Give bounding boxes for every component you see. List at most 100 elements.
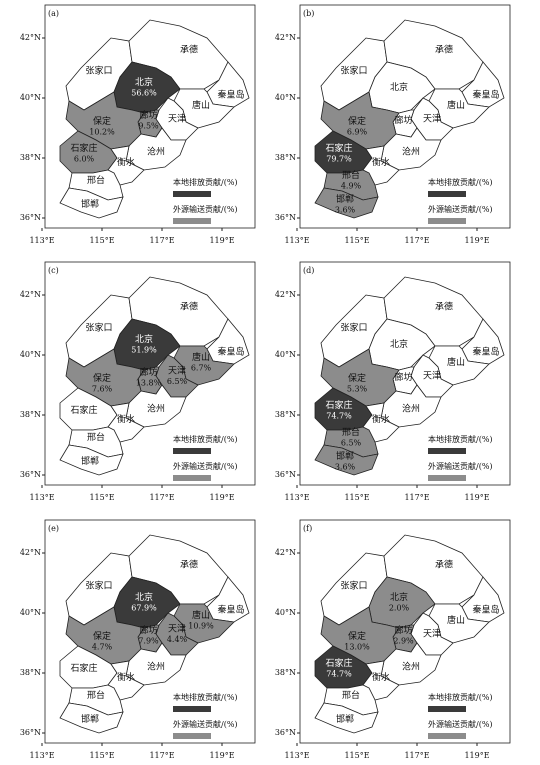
legend-swatch: [173, 218, 211, 224]
city-name: 邢台: [342, 169, 360, 181]
lon-tick-label: 119°E: [464, 493, 489, 502]
panel-label: (a): [48, 9, 59, 18]
city-name: 保定: [348, 630, 366, 642]
city-name: 沧州: [402, 146, 420, 158]
lon-tick-label: 119°E: [209, 493, 234, 502]
panel-label: (d): [303, 266, 314, 275]
lon-tick-label: 115°E: [89, 493, 114, 502]
city-name: 廊坊: [139, 624, 157, 636]
city-name: 邢台: [87, 689, 105, 701]
lat-tick-label: 40°N: [275, 608, 296, 617]
city-name: 衡水: [117, 671, 135, 683]
legend-swatch: [428, 475, 466, 481]
city-name: 廊坊: [394, 371, 412, 383]
contribution-label: 13.8%: [136, 379, 162, 388]
region: [59, 187, 124, 219]
city-name: 天津: [168, 114, 186, 125]
lat-tick-label: 36°N: [20, 728, 41, 737]
lon-tick-label: 119°E: [209, 236, 234, 245]
panel-label: (c): [48, 266, 59, 275]
legend-label: 本地排放贡献/(%): [173, 434, 238, 444]
contribution-label: 74.7%: [326, 670, 352, 679]
lat-tick-label: 38°N: [275, 668, 296, 677]
lon-tick-label: 119°E: [464, 236, 489, 245]
city-name: 天津: [423, 114, 441, 125]
lon-tick-label: 115°E: [344, 751, 369, 760]
lat-tick-label: 42°N: [275, 548, 296, 557]
city-name: 张家口: [85, 322, 112, 334]
city-name: 秦皇岛: [217, 89, 244, 101]
lat-tick-label: 36°N: [20, 213, 41, 222]
lon-tick-label: 113°E: [284, 493, 309, 502]
contribution-label: 51.9%: [131, 346, 157, 355]
city-name: 保定: [348, 115, 366, 127]
lat-tick-label: 38°N: [20, 153, 41, 162]
contribution-label: 9.5%: [138, 122, 159, 131]
lat-tick-label: 38°N: [275, 410, 296, 419]
city-name: 廊坊: [394, 624, 412, 636]
city-name: 邢台: [87, 174, 105, 186]
contribution-label: 2.0%: [389, 604, 410, 613]
city-name: 北京: [390, 338, 408, 350]
city-name: 衡水: [372, 156, 390, 168]
city-name: 唐山: [192, 351, 210, 363]
city-name: 廊坊: [139, 109, 157, 121]
lat-tick-label: 38°N: [20, 668, 41, 677]
city-name: 北京: [135, 76, 153, 88]
city-name: 石家庄: [70, 662, 97, 674]
lon-tick-label: 113°E: [284, 236, 309, 245]
legend-swatch: [173, 733, 211, 739]
city-name: 邯郸: [81, 455, 99, 467]
lon-tick-label: 115°E: [344, 493, 369, 502]
lat-tick-label: 38°N: [275, 153, 296, 162]
city-name: 秦皇岛: [472, 346, 499, 358]
legend-label: 外源输送贡献/(%): [428, 719, 493, 729]
city-name: 张家口: [340, 580, 367, 592]
lon-tick-label: 115°E: [89, 236, 114, 245]
city-name: 天津: [168, 366, 186, 377]
city-name: 秦皇岛: [472, 604, 499, 616]
legend-label: 外源输送贡献/(%): [428, 204, 493, 214]
legend-swatch: [173, 475, 211, 481]
city-name: 沧州: [402, 661, 420, 673]
city-name: 廊坊: [394, 114, 412, 126]
lon-tick-label: 119°E: [464, 751, 489, 760]
city-name: 承德: [435, 559, 453, 571]
city-name: 张家口: [85, 65, 112, 77]
contribution-label: 74.7%: [326, 412, 352, 421]
contribution-label: 79.7%: [326, 155, 352, 164]
contribution-label: 2.9%: [393, 637, 414, 646]
city-name: 衡水: [117, 413, 135, 425]
panel-label: (e): [48, 524, 59, 533]
lon-tick-label: 113°E: [29, 493, 54, 502]
city-name: 唐山: [447, 614, 465, 626]
city-name: 邯郸: [336, 193, 354, 205]
legend-swatch: [428, 218, 466, 224]
city-name: 衡水: [372, 671, 390, 683]
contribution-label: 7.6%: [92, 385, 113, 394]
region: [59, 702, 124, 734]
lat-tick-label: 36°N: [275, 728, 296, 737]
lat-tick-label: 40°N: [20, 608, 41, 617]
city-name: 天津: [168, 624, 186, 635]
city-name: 承德: [180, 559, 198, 571]
city-name: 邢台: [342, 689, 360, 701]
city-name: 沧州: [147, 146, 165, 158]
legend-swatch: [428, 448, 466, 454]
lat-tick-label: 42°N: [275, 33, 296, 42]
lon-tick-label: 115°E: [89, 751, 114, 760]
contribution-label: 6.0%: [74, 155, 95, 164]
city-name: 石家庄: [70, 142, 97, 154]
city-name: 天津: [423, 371, 441, 382]
city-name: 北京: [135, 591, 153, 603]
contribution-label: 6.7%: [191, 364, 212, 373]
legend-label: 本地排放贡献/(%): [428, 434, 493, 444]
contribution-label: 6.5%: [167, 377, 188, 386]
contribution-label: 4.4%: [167, 635, 188, 644]
lon-tick-label: 117°E: [404, 493, 429, 502]
lon-tick-label: 117°E: [404, 236, 429, 245]
lon-tick-label: 113°E: [29, 751, 54, 760]
